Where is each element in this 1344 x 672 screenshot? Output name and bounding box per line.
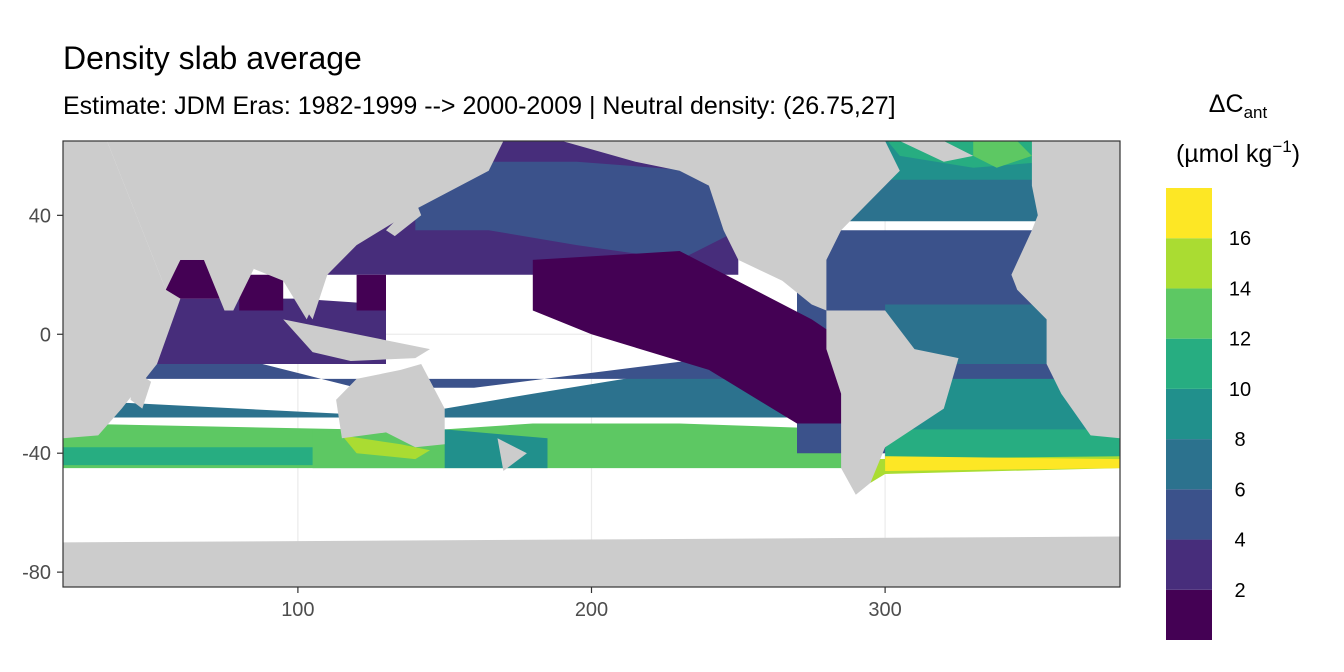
legend-unit-superscript: −1 xyxy=(1272,137,1291,156)
field-brazil-malvinas-front xyxy=(885,456,1120,471)
legend-unit-main: (µmol kg xyxy=(1176,140,1272,168)
field-bay-of-bengal xyxy=(239,274,284,311)
legend-color-bin xyxy=(1166,589,1212,640)
legend-title-subscript: ant xyxy=(1244,103,1268,122)
land-antarctica xyxy=(63,536,1120,587)
land-greenland xyxy=(899,141,974,162)
field-tasman-band xyxy=(444,429,548,469)
legend-break-label: 4 xyxy=(1234,530,1245,552)
legend-color-bin xyxy=(1166,439,1212,490)
field-atlantic-front xyxy=(885,429,1120,460)
land-north-america xyxy=(562,141,900,311)
land-indonesia xyxy=(283,319,430,361)
field-nordic-peak xyxy=(973,141,1032,168)
legend-color-bin xyxy=(1166,338,1212,389)
land-australia xyxy=(336,364,445,448)
y-tick-label: -80 xyxy=(22,562,51,584)
field-south-china-sea xyxy=(356,274,386,311)
legend-color-bin xyxy=(1166,388,1212,440)
field-north-atlantic xyxy=(841,170,1091,222)
legend-color-bin xyxy=(1166,539,1212,590)
field-kuroshio-band xyxy=(415,161,753,260)
land-indochina xyxy=(283,274,328,320)
land-new-zealand xyxy=(497,438,527,471)
x-tick-label: 200 xyxy=(575,599,608,621)
legend-break-label: 16 xyxy=(1229,228,1251,250)
legend-break-label: 10 xyxy=(1229,379,1251,401)
land-eurasia xyxy=(63,141,504,320)
legend-color-bin xyxy=(1166,489,1212,540)
legend-break-label: 12 xyxy=(1229,329,1251,351)
y-tick-label: -40 xyxy=(22,443,51,465)
land-madagascar xyxy=(130,369,152,409)
field-tropical-atlantic xyxy=(885,304,1062,364)
x-tick-label: 100 xyxy=(281,599,314,621)
legend-color-bin xyxy=(1166,288,1212,339)
field-east-pacific xyxy=(532,251,856,424)
y-tick-label: 0 xyxy=(40,324,51,346)
chart-title: Density slab average xyxy=(63,40,362,76)
legend-unit-close: ) xyxy=(1292,140,1300,168)
land-south-america xyxy=(826,310,959,495)
y-tick-label: 40 xyxy=(29,205,51,227)
legend-title-main: ΔC xyxy=(1209,90,1244,118)
field-australia-south xyxy=(341,435,430,460)
color-legend: 2 4 6 8 10 12 14 16 ΔCant (µmol kg−1) xyxy=(1166,90,1300,640)
legend-break-label: 8 xyxy=(1234,429,1245,451)
land-japan xyxy=(386,200,422,237)
legend-color-bin xyxy=(1166,238,1212,289)
legend-title: ΔCant xyxy=(1209,90,1268,122)
chart-subtitle: Estimate: JDM Eras: 1982-1999 --> 2000-2… xyxy=(63,92,896,120)
legend-break-label: 2 xyxy=(1234,580,1245,602)
map-panel xyxy=(63,141,1120,587)
land-africa xyxy=(63,141,181,439)
x-tick-label: 300 xyxy=(868,599,901,621)
land-india xyxy=(203,259,254,311)
legend-color-bin xyxy=(1166,188,1212,239)
legend-unit: (µmol kg−1) xyxy=(1176,137,1300,168)
legend-break-label: 6 xyxy=(1234,479,1245,501)
land-europe-africa-east xyxy=(1011,141,1120,439)
field-subtropical-band xyxy=(63,349,856,388)
legend-break-label: 14 xyxy=(1229,278,1251,300)
